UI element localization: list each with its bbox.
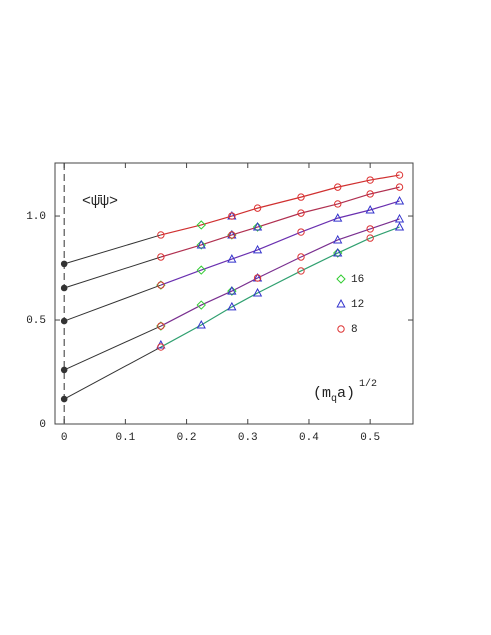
circle-marker — [297, 209, 305, 217]
y-tick-label: 0.5 — [26, 315, 46, 327]
circle-marker — [395, 171, 404, 179]
x-tick-label: 0.1 — [115, 432, 135, 444]
diamond-marker — [196, 240, 206, 250]
triangle-marker — [227, 286, 237, 295]
circle-marker — [297, 253, 305, 261]
x-label-close: a) — [337, 385, 355, 402]
triangle-marker — [227, 254, 237, 263]
y-tick-label: 1.0 — [26, 211, 46, 223]
circle-marker — [334, 200, 342, 208]
y-axis-label: <ψ̄ψ> — [82, 193, 118, 210]
circle-marker — [253, 204, 262, 212]
triangle-marker — [333, 234, 343, 244]
circle-marker — [334, 183, 342, 191]
curve-line — [160, 174, 400, 236]
curve-line — [160, 200, 400, 286]
triangle-marker — [196, 319, 206, 329]
circle-marker — [157, 322, 165, 330]
x-label-sup: 1/2 — [359, 378, 377, 390]
extrapolated-point — [60, 284, 68, 292]
extrapolated-point — [60, 366, 68, 374]
circle-marker — [366, 234, 374, 242]
fit-line — [64, 234, 162, 265]
diamond-marker — [336, 274, 346, 284]
x-axis-label: (mqa) 1/2 — [313, 378, 377, 405]
circle-marker — [366, 176, 374, 184]
extrapolated-point — [60, 395, 68, 403]
fit-line — [64, 256, 162, 289]
x-tick-label: 0.4 — [299, 432, 319, 444]
curve-line — [160, 218, 400, 327]
fit-line — [63, 346, 162, 400]
circle-marker — [395, 183, 404, 191]
circle-marker — [228, 212, 236, 220]
diamond-marker — [196, 220, 206, 230]
circle-marker — [366, 190, 374, 198]
triangle-marker — [365, 204, 375, 214]
circle-marker — [366, 225, 374, 233]
circle-marker — [157, 253, 165, 261]
x-tick-label: 0.2 — [177, 432, 197, 444]
triangle-marker — [394, 196, 405, 205]
diamond-marker — [333, 248, 343, 258]
x-tick-label: 0 — [61, 432, 68, 444]
circle-marker — [297, 228, 305, 236]
diamond-marker — [196, 300, 206, 310]
legend-label: 8 — [351, 324, 358, 336]
x-tick-label: 0.3 — [238, 432, 258, 444]
triangle-marker — [394, 222, 405, 231]
triangle-marker — [333, 248, 343, 257]
extrapolated-point — [60, 317, 68, 325]
triangle-marker — [336, 298, 346, 308]
curve-line — [160, 186, 400, 258]
x-label-open: (m — [313, 385, 331, 402]
circle-marker — [253, 274, 262, 282]
fit-line — [64, 284, 162, 322]
diamond-marker — [252, 222, 263, 232]
triangle-marker — [394, 213, 405, 223]
curve-line — [160, 226, 400, 348]
circle-marker — [157, 343, 165, 351]
triangle-marker — [252, 287, 263, 297]
y-tick-label: 0 — [39, 419, 46, 431]
circle-marker — [157, 281, 165, 289]
circle-marker — [337, 325, 345, 333]
diamond-marker — [196, 265, 206, 275]
triangle-marker — [333, 213, 343, 222]
legend-label: 16 — [351, 274, 364, 286]
x-tick-label: 0.5 — [360, 432, 380, 444]
plot-frame — [54, 162, 414, 425]
legend-label: 12 — [351, 299, 364, 311]
diamond-marker — [227, 286, 237, 296]
triangle-marker — [227, 301, 237, 311]
triangle-marker — [252, 244, 263, 254]
circle-marker — [228, 231, 236, 239]
circle-marker — [297, 193, 305, 201]
triangle-marker — [196, 239, 206, 249]
circle-marker — [157, 231, 165, 239]
x-label-sub: q — [331, 394, 337, 405]
fit-line — [63, 325, 162, 371]
extrapolated-point — [60, 260, 68, 268]
triangle-marker — [252, 222, 263, 231]
circle-marker — [297, 267, 305, 275]
